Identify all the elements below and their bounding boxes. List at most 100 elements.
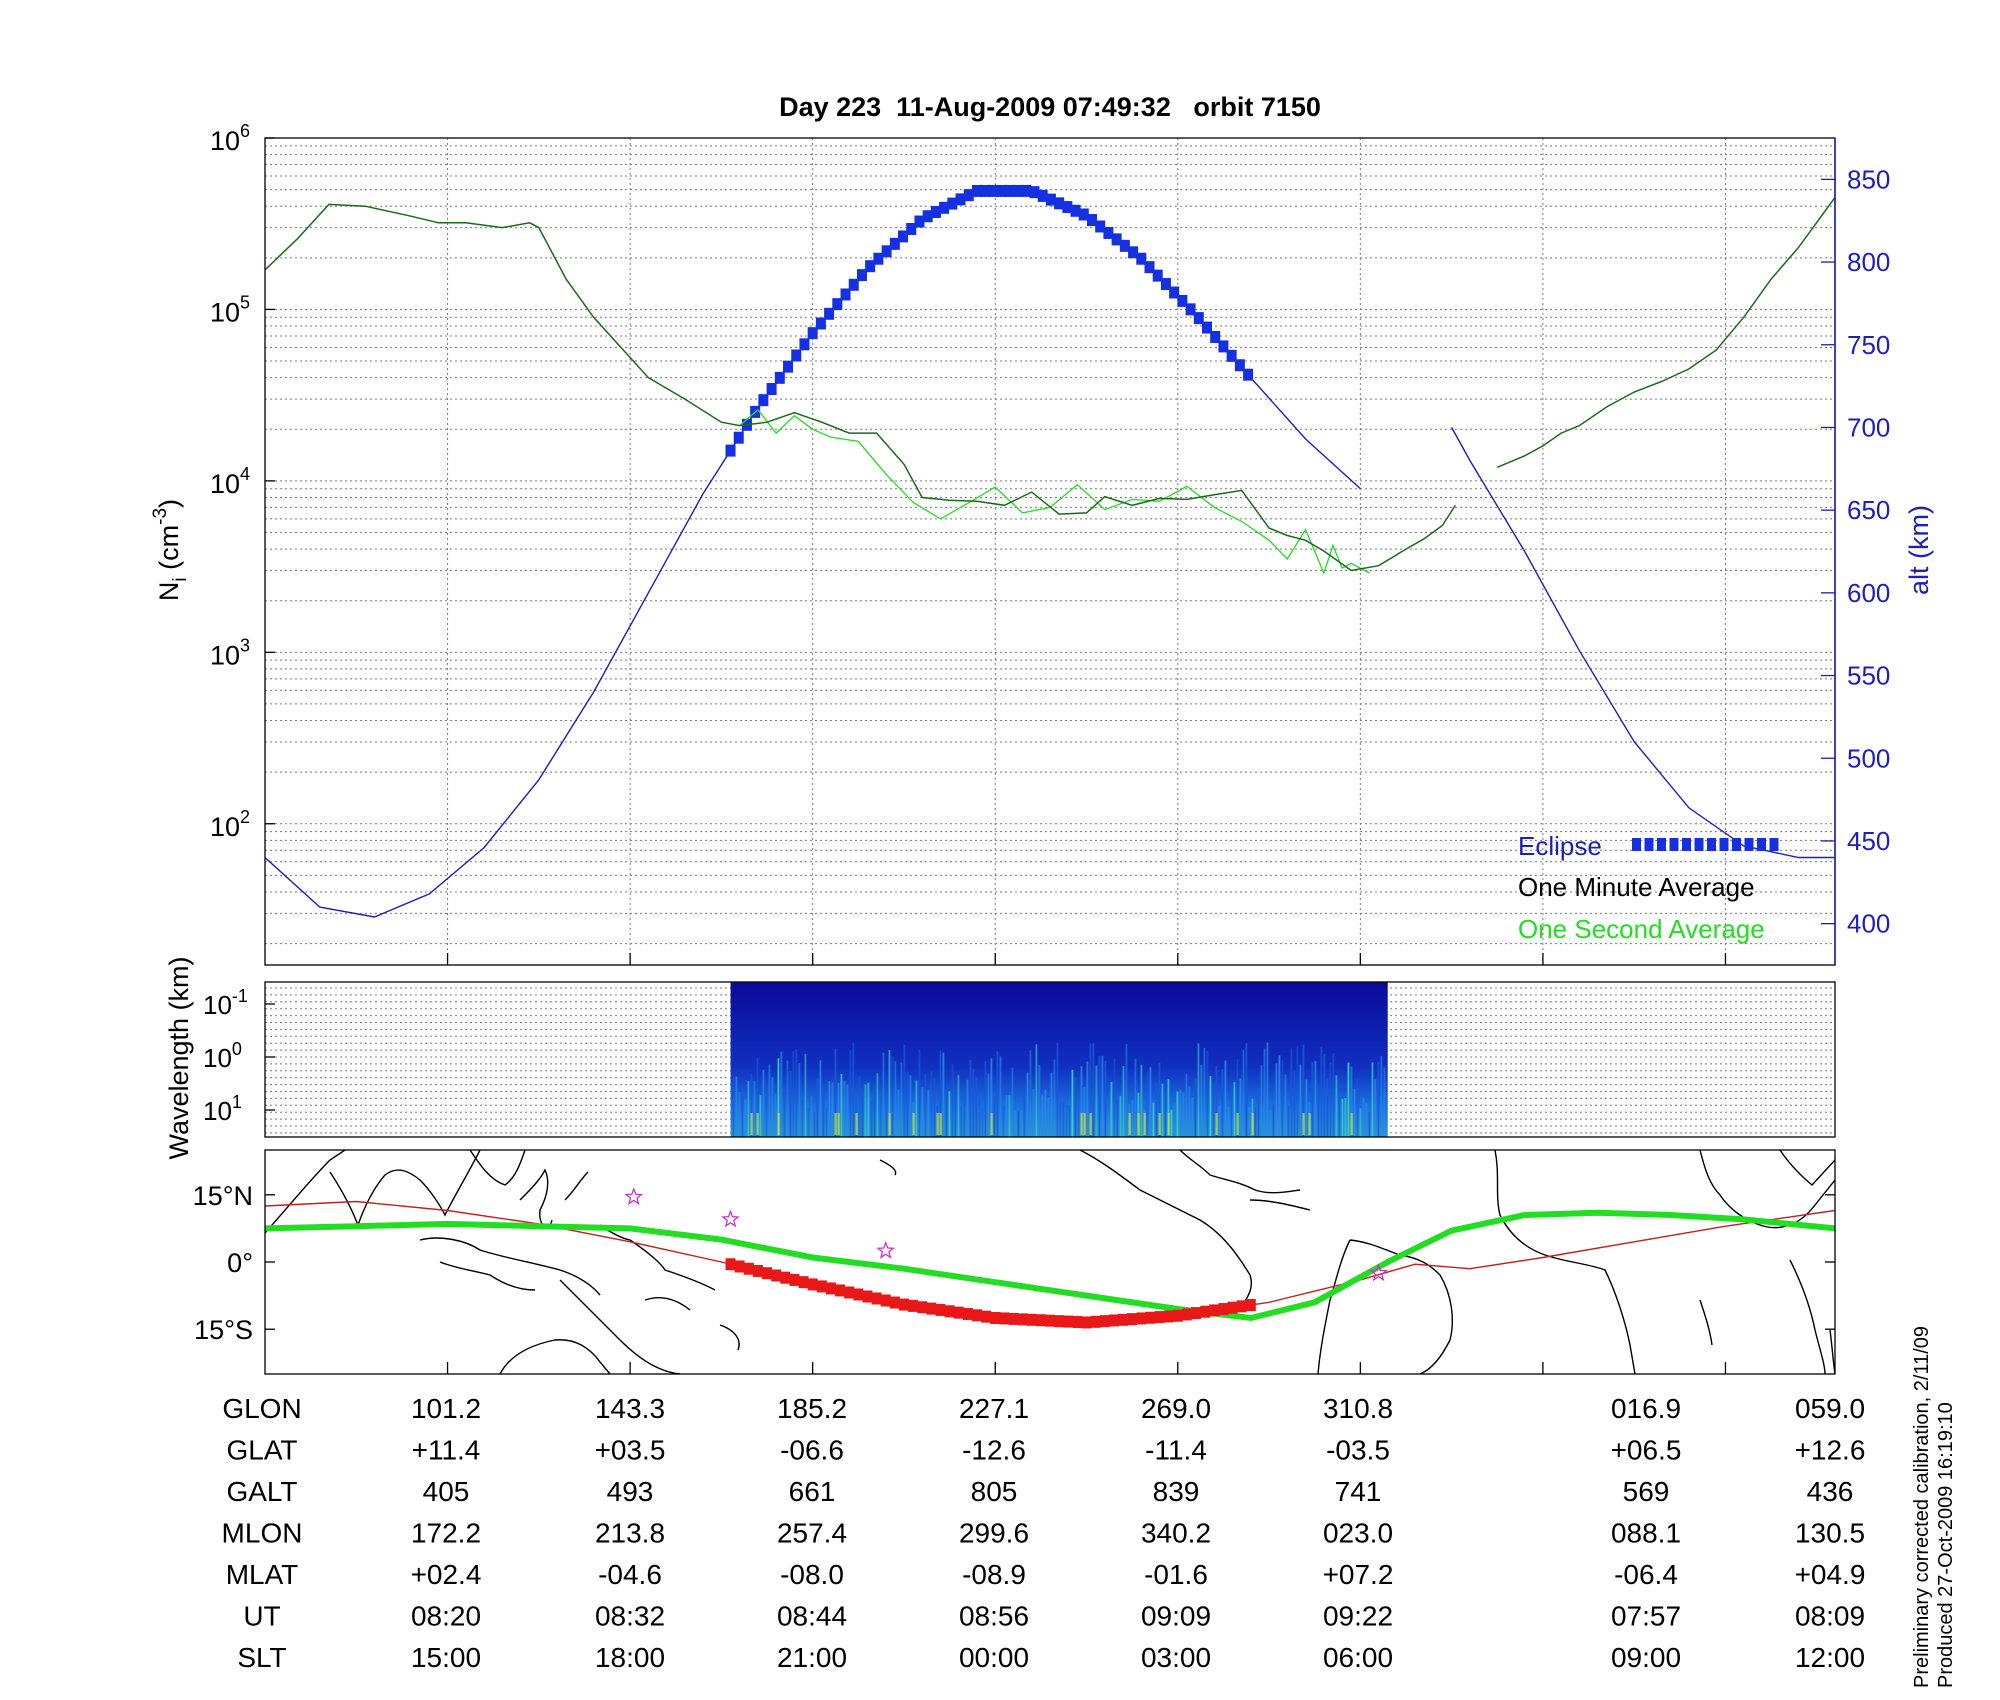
spec-streak [828, 1081, 831, 1137]
eclipse-track-marker [1063, 1315, 1074, 1328]
table-cell: 08:44 [777, 1601, 847, 1632]
table-row-label: GLAT [226, 1435, 297, 1466]
eclipse-marker [1103, 226, 1114, 239]
map-y-tick-label: 15°S [194, 1315, 253, 1345]
spec-hot-streak [1308, 1113, 1311, 1135]
star-marker [876, 1240, 896, 1259]
spec-streak [756, 1057, 759, 1137]
eclipse-marker [971, 184, 982, 197]
spec-streak [765, 1096, 768, 1137]
eclipse-marker [906, 222, 917, 235]
eclipse-track-marker [825, 1282, 836, 1295]
spec-streak [1272, 1104, 1275, 1137]
eclipse-track-marker [1191, 1307, 1202, 1320]
alt-tick-label: 600 [1847, 578, 1890, 608]
eclipse-track-marker [1218, 1303, 1229, 1316]
eclipse-marker [1095, 220, 1106, 233]
spec-streak [1242, 1049, 1245, 1137]
spec-streak [750, 1073, 753, 1137]
spec-streak [843, 1081, 846, 1137]
spec-streak [1380, 1056, 1383, 1137]
table-cell: 09:22 [1323, 1601, 1393, 1632]
eclipse-marker [848, 278, 859, 291]
table-cell: 839 [1153, 1476, 1200, 1507]
table-row-label: MLON [222, 1518, 303, 1549]
eclipse-marker [1144, 261, 1155, 274]
spec-streak [924, 1074, 927, 1137]
eclipse-marker [873, 252, 884, 265]
spec-streak [831, 1082, 834, 1137]
spec-hot-streak [1302, 1113, 1305, 1135]
legend-eclipse-label: Eclipse [1518, 831, 1602, 861]
spec-streak [1212, 1082, 1215, 1137]
y-tick-base: 10 [210, 126, 240, 156]
spec-hot-streak [912, 1113, 915, 1135]
spec-streak [1326, 1078, 1329, 1137]
spec-streak [900, 1062, 903, 1137]
spec-streak [783, 1089, 786, 1137]
eclipse-track-marker [944, 1305, 955, 1318]
spec-streak [1095, 1065, 1098, 1137]
table-cell: 172.2 [411, 1518, 481, 1549]
spec-streak [741, 1095, 744, 1137]
eclipse-track-marker [743, 1262, 754, 1275]
eclipse-track-marker [1045, 1314, 1055, 1327]
legend-second-label: One Second Average [1518, 914, 1765, 944]
eclipse-track-marker [971, 1309, 982, 1322]
spec-streak [1134, 1058, 1137, 1137]
spec-streak [1038, 1064, 1041, 1137]
spec-streak [1350, 1066, 1353, 1137]
spec-streak [1104, 1060, 1107, 1137]
eclipse-marker [963, 189, 974, 202]
eclipse-marker [930, 206, 941, 219]
spec-hot-streak [837, 1113, 840, 1135]
spec-streak [894, 1061, 897, 1137]
altitude-line [265, 190, 1835, 918]
alt-tick-label: 800 [1847, 247, 1890, 277]
spec-streak [954, 1089, 957, 1137]
spec-streak [1338, 1100, 1341, 1137]
table-cell: +04.9 [1795, 1559, 1866, 1590]
table-cell: +12.6 [1795, 1435, 1866, 1466]
spec-hot-streak [1143, 1113, 1146, 1135]
eclipse-marker [898, 230, 909, 243]
spec-streak [1302, 1044, 1305, 1137]
spec-streak [771, 1077, 774, 1137]
spec-streak [1197, 1043, 1200, 1137]
spec-streak [1206, 1050, 1209, 1137]
eclipse-track-marker [1145, 1311, 1156, 1324]
spec-streak [1179, 1089, 1182, 1137]
y-tick-label: 106 [210, 121, 250, 156]
eclipse-track-marker [1017, 1313, 1028, 1326]
spec-streak [1032, 1089, 1035, 1137]
spec-streak [849, 1050, 852, 1137]
table-cell: 299.6 [959, 1518, 1029, 1549]
altitude-y-axis-label: alt (km) [1904, 505, 1934, 595]
spec-streak [1026, 1072, 1029, 1137]
spectrogram-y-axis-label: Wavelength (km) [164, 956, 194, 1159]
legend-eclipse-square [1744, 838, 1754, 851]
spec-streak [1185, 1073, 1188, 1137]
spec-streak [927, 1090, 930, 1137]
eclipse-marker [1004, 184, 1015, 197]
spec-hot-streak [939, 1113, 942, 1135]
spec-streak [1329, 1062, 1332, 1137]
spec-streak [876, 1073, 879, 1137]
spec-streak [966, 1079, 969, 1137]
eclipse-marker [914, 215, 925, 228]
spec-streak [798, 1063, 801, 1137]
spec-streak [1359, 1108, 1362, 1137]
y-tick-base: 10 [210, 640, 240, 670]
eclipse-track-marker [1127, 1313, 1138, 1326]
spec-streak [1170, 1109, 1173, 1137]
spec-streak [1353, 1088, 1356, 1137]
eclipse-marker [766, 382, 777, 395]
spec-streak [1266, 1042, 1269, 1137]
alt-tick-label: 650 [1847, 495, 1890, 525]
spec-streak [786, 1060, 789, 1137]
table-cell: -12.6 [962, 1435, 1026, 1466]
spec-streak [933, 1077, 936, 1137]
spec-hot-streak [1137, 1113, 1140, 1135]
spec-streak [1305, 1079, 1308, 1137]
spec-streak [840, 1073, 843, 1137]
